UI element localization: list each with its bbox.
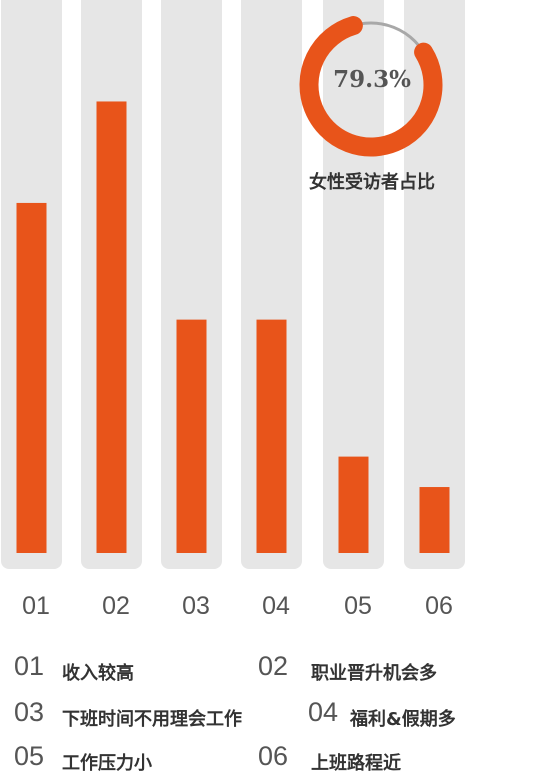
donut-percent-label: 79.3% — [333, 66, 411, 93]
x-tick-label: 03 — [182, 592, 210, 620]
bar — [338, 456, 369, 553]
bar-track — [241, 0, 302, 569]
legend-row: 01 收入较高 02 职业晋升机会多 — [0, 651, 550, 691]
bar — [96, 101, 127, 553]
legend-number: 01 — [14, 651, 45, 681]
legend-label: 收入较高 — [62, 663, 134, 684]
x-tick-label: 02 — [102, 592, 130, 620]
legend-label: 下班时间不用理会工作 — [62, 709, 242, 730]
donut-chart — [299, 16, 443, 157]
legend-number: 04 — [308, 697, 339, 727]
donut-arc — [299, 16, 443, 157]
bar — [256, 319, 287, 553]
legend-number: 06 — [258, 741, 289, 771]
legend-label: 职业晋升机会多 — [311, 663, 437, 684]
bar-track — [161, 0, 222, 569]
bar-chart — [1, 0, 465, 569]
x-tick-label: 05 — [344, 592, 372, 620]
legend-row: 03 下班时间不用理会工作 04 福利&假期多 — [0, 697, 550, 737]
donut-caption: 女性受访者占比 — [309, 172, 435, 193]
legend-number: 05 — [14, 741, 45, 771]
bar — [16, 202, 47, 553]
legend-label: 福利&假期多 — [350, 709, 456, 730]
legend-number: 02 — [258, 651, 289, 681]
bar-track — [404, 0, 465, 569]
legend-number: 03 — [14, 697, 45, 727]
bar — [176, 319, 207, 553]
legend-label: 工作压力小 — [62, 753, 152, 774]
x-tick-label: 04 — [262, 592, 290, 620]
x-tick-label: 06 — [425, 592, 453, 620]
bar — [419, 487, 450, 553]
bar-series — [16, 101, 450, 553]
x-tick-label: 01 — [22, 592, 50, 620]
legend-row: 05 工作压力小 06 上班路程近 — [0, 741, 550, 781]
bar-tracks — [1, 0, 465, 569]
legend-label: 上班路程近 — [311, 753, 401, 774]
